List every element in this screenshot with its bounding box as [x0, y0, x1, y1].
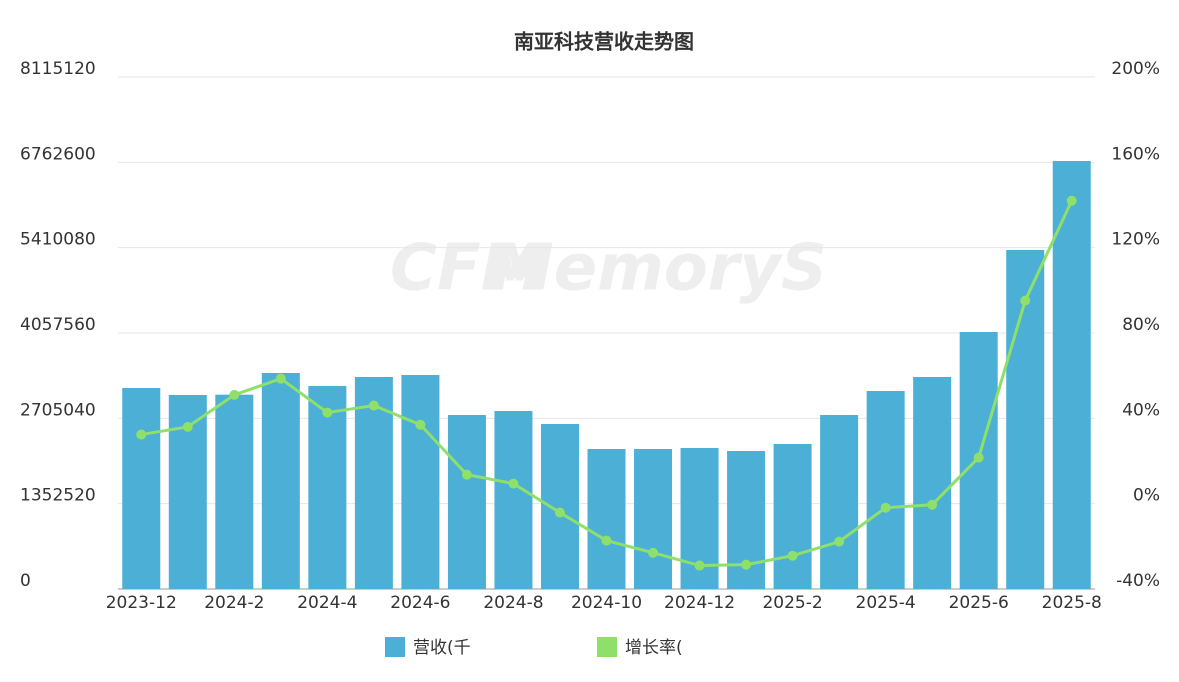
- y-tick-label: 4057560: [20, 315, 96, 335]
- line-point: [648, 547, 659, 558]
- chart-title: 南亚科技营收走势图: [514, 30, 694, 54]
- x-tick-label: 2024-12: [664, 593, 735, 613]
- legend-label: 营收(千: [413, 638, 471, 658]
- y-tick-label: 6762600: [20, 144, 96, 164]
- y-tick-label: 8115120: [20, 59, 96, 79]
- y-tick-label: 2705040: [20, 400, 96, 420]
- legend-label: 增长率(: [625, 638, 683, 658]
- bar: [215, 394, 254, 589]
- y2-tick-label: -40%: [1116, 571, 1160, 591]
- bar: [587, 448, 626, 589]
- y-tick-label: 0: [20, 571, 31, 591]
- line-point: [461, 469, 472, 480]
- bar: [122, 387, 161, 589]
- line-point: [973, 452, 984, 463]
- line-point: [368, 400, 379, 411]
- bar: [261, 372, 300, 589]
- x-tick-label: 2025-4: [856, 593, 916, 613]
- x-tick-label: 2024-4: [297, 593, 357, 613]
- y-tick-label: 5410080: [20, 230, 96, 250]
- watermark-text: MemoryS: [490, 232, 827, 306]
- x-tick-label: 2023-12: [106, 593, 177, 613]
- y2-tick-label: 0%: [1133, 486, 1160, 506]
- line-point: [415, 419, 426, 430]
- x-tick-label: 2024-10: [571, 593, 642, 613]
- bar: [773, 444, 812, 589]
- line-point: [1020, 295, 1031, 306]
- y-tick-label: 1352520: [20, 486, 96, 506]
- bar: [1006, 250, 1045, 590]
- line-point: [275, 373, 286, 384]
- bar: [1052, 160, 1091, 590]
- line-point: [927, 499, 938, 510]
- x-tick-label: 2024-2: [204, 593, 264, 613]
- x-tick-label: 2025-2: [762, 593, 822, 613]
- bar: [401, 374, 440, 589]
- x-tick-label: 2024-8: [483, 593, 543, 613]
- line-point: [741, 559, 752, 570]
- y2-tick-label: 40%: [1122, 400, 1160, 420]
- line-point: [694, 560, 705, 571]
- line-point: [322, 407, 333, 418]
- line-point: [880, 502, 891, 513]
- x-tick-label: 2024-6: [390, 593, 450, 613]
- line-point: [787, 550, 798, 561]
- bar: [494, 411, 533, 589]
- x-tick-label: 2025-6: [949, 593, 1009, 613]
- y2-tick-label: 160%: [1111, 144, 1160, 164]
- bar: [913, 377, 952, 589]
- line-point: [508, 478, 519, 489]
- line-point: [554, 507, 565, 518]
- legend-swatch: [597, 637, 617, 657]
- line-point: [136, 429, 147, 440]
- y2-tick-label: 80%: [1122, 315, 1160, 335]
- legend-swatch: [385, 637, 405, 657]
- y2-tick-label: 200%: [1111, 59, 1160, 79]
- bar: [447, 414, 486, 589]
- line-point: [1066, 195, 1077, 206]
- bar: [866, 391, 905, 589]
- line-point: [229, 389, 240, 400]
- x-tick-label: 2025-8: [1042, 593, 1102, 613]
- bar: [820, 414, 859, 589]
- bar: [308, 385, 347, 589]
- line-point: [834, 536, 845, 547]
- line-point: [182, 421, 193, 432]
- bar: [634, 448, 673, 589]
- bar: [540, 424, 579, 589]
- line-point: [601, 535, 612, 546]
- watermark-logo: CFM: [390, 232, 544, 306]
- y2-tick-label: 120%: [1111, 230, 1160, 250]
